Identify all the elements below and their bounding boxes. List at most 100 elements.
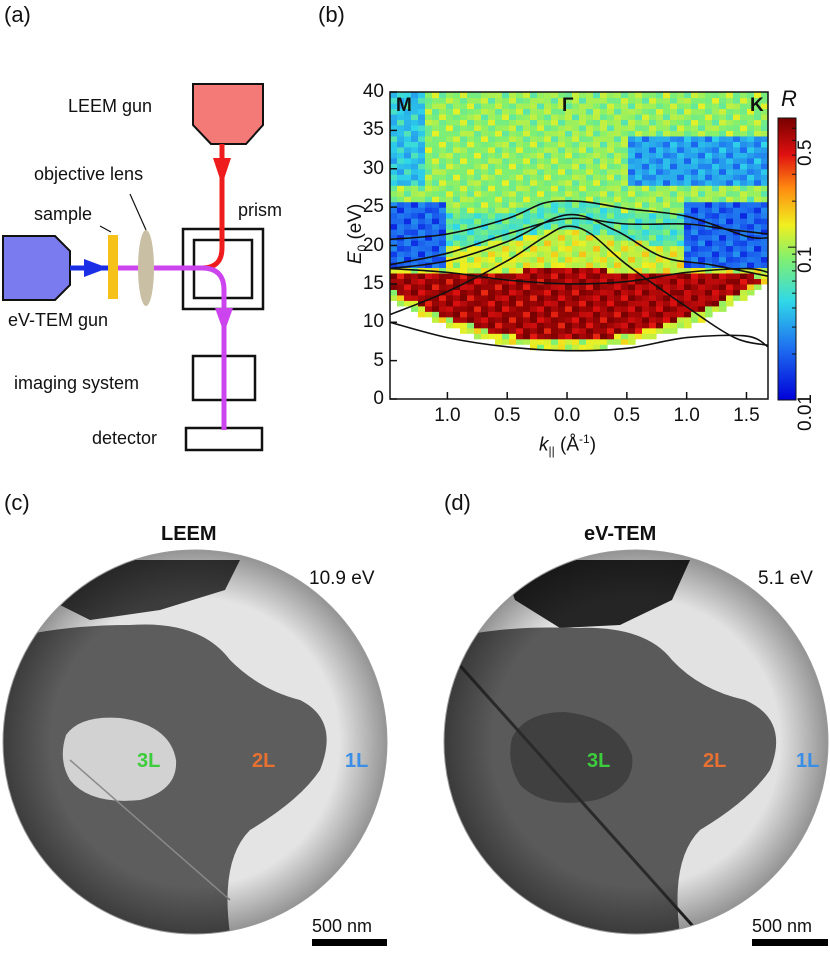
heatmap-cell bbox=[719, 163, 727, 170]
heatmap-cell bbox=[670, 146, 678, 153]
heatmap-cell bbox=[397, 207, 405, 214]
heatmap-cell bbox=[558, 333, 566, 340]
heatmap-cell bbox=[509, 267, 517, 274]
heatmap-cell bbox=[670, 190, 678, 197]
heatmap-cell bbox=[733, 146, 741, 153]
heatmap-cell bbox=[474, 113, 482, 121]
heatmap-cell bbox=[712, 108, 720, 115]
heatmap-cell bbox=[761, 240, 768, 247]
heatmap-cell bbox=[712, 300, 720, 307]
heatmap-cell bbox=[425, 218, 433, 225]
heatmap-cell bbox=[446, 196, 454, 203]
heatmap-cell bbox=[432, 92, 440, 99]
y-tick-label: 20 bbox=[362, 234, 384, 256]
heatmap-cell bbox=[677, 102, 685, 110]
heatmap-cell bbox=[411, 207, 419, 214]
heatmap-cell bbox=[572, 196, 580, 203]
heatmap-cell bbox=[425, 289, 433, 296]
heatmap-cell bbox=[516, 201, 524, 208]
heatmap-cell bbox=[467, 146, 475, 153]
heatmap-cell bbox=[439, 240, 447, 247]
heatmap-cell bbox=[726, 113, 734, 121]
heatmap-cell bbox=[502, 300, 510, 307]
heatmap-cell bbox=[418, 130, 426, 137]
heatmap-cell bbox=[460, 267, 468, 274]
heatmap-cell bbox=[432, 300, 440, 307]
heatmap-cell bbox=[656, 157, 664, 164]
heatmap-cell bbox=[509, 108, 517, 115]
heatmap-cell bbox=[607, 283, 615, 290]
heatmap-cell bbox=[586, 168, 594, 175]
heatmap-cell bbox=[537, 344, 545, 351]
heatmap-cell bbox=[502, 267, 510, 274]
heatmap-cell bbox=[740, 234, 748, 241]
heatmap-cell bbox=[537, 190, 545, 197]
heatmap-cell bbox=[740, 152, 748, 159]
heatmap-cell bbox=[516, 256, 524, 263]
heatmap-cell bbox=[488, 278, 496, 285]
heatmap-cell bbox=[516, 300, 524, 307]
heatmap-cell bbox=[586, 316, 594, 323]
heatmap-cell bbox=[698, 272, 706, 279]
heatmap-cell bbox=[411, 163, 419, 170]
heatmap-cell bbox=[649, 261, 657, 269]
heatmap-cell bbox=[523, 272, 531, 279]
heatmap-cell bbox=[467, 223, 475, 230]
heatmap-cell bbox=[600, 283, 608, 290]
heatmap-cell bbox=[537, 322, 545, 329]
heatmap-cell bbox=[495, 135, 503, 142]
heatmap-cell bbox=[516, 124, 524, 131]
heatmap-cell bbox=[628, 152, 636, 159]
heatmap-cell bbox=[649, 311, 657, 318]
heatmap-cell bbox=[460, 327, 468, 334]
heatmap-cell bbox=[439, 272, 447, 279]
heatmap-cell bbox=[523, 311, 531, 318]
heatmap-cell bbox=[565, 168, 573, 175]
heatmap-cell bbox=[495, 305, 503, 312]
heatmap-cell bbox=[411, 218, 419, 225]
heatmap-cell bbox=[684, 201, 692, 208]
heatmap-cell bbox=[691, 272, 699, 279]
heatmap-cell bbox=[523, 250, 531, 258]
heatmap-cell bbox=[502, 97, 510, 104]
heatmap-cell bbox=[614, 245, 622, 252]
heatmap-cell bbox=[677, 322, 685, 329]
heatmap-cell bbox=[509, 196, 517, 203]
heatmap-cell bbox=[649, 102, 657, 110]
heatmap-cell bbox=[523, 240, 531, 247]
heatmap-cell bbox=[600, 212, 608, 219]
heatmap-cell bbox=[684, 212, 692, 219]
heatmap-cell bbox=[726, 207, 734, 214]
heatmap-cell bbox=[698, 157, 706, 164]
heatmap-cell bbox=[719, 250, 727, 258]
heatmap-cell bbox=[565, 283, 573, 290]
heatmap-cell bbox=[460, 124, 468, 131]
heatmap-cell bbox=[684, 135, 692, 142]
heatmap-cell bbox=[670, 179, 678, 186]
heatmap-cell bbox=[453, 157, 461, 164]
heatmap-cell bbox=[481, 152, 489, 159]
heatmap-cell bbox=[509, 168, 517, 175]
heatmap-cell bbox=[544, 212, 552, 219]
heatmap-cell bbox=[698, 256, 706, 263]
heatmap-cell bbox=[495, 102, 503, 110]
heatmap-cell bbox=[558, 207, 566, 214]
heatmap-cell bbox=[411, 190, 419, 197]
heatmap-cell bbox=[439, 92, 447, 99]
heatmap-cell bbox=[691, 289, 699, 296]
heatmap-cell bbox=[390, 272, 398, 279]
heatmap-cell bbox=[684, 113, 692, 121]
heatmap-cell bbox=[614, 190, 622, 197]
heatmap-cell bbox=[670, 322, 678, 329]
heatmap-cell bbox=[558, 256, 566, 263]
heatmap-cell bbox=[656, 250, 664, 258]
heatmap-cell bbox=[495, 157, 503, 164]
heatmap-cell bbox=[523, 97, 531, 104]
heatmap-cell bbox=[656, 261, 664, 269]
heatmap-cell bbox=[712, 190, 720, 197]
heatmap-cell bbox=[544, 278, 552, 285]
heatmap-cell bbox=[635, 223, 643, 230]
heatmap-cell bbox=[670, 196, 678, 203]
objective-lens-pointer bbox=[129, 193, 147, 231]
heatmap-cell bbox=[691, 190, 699, 197]
